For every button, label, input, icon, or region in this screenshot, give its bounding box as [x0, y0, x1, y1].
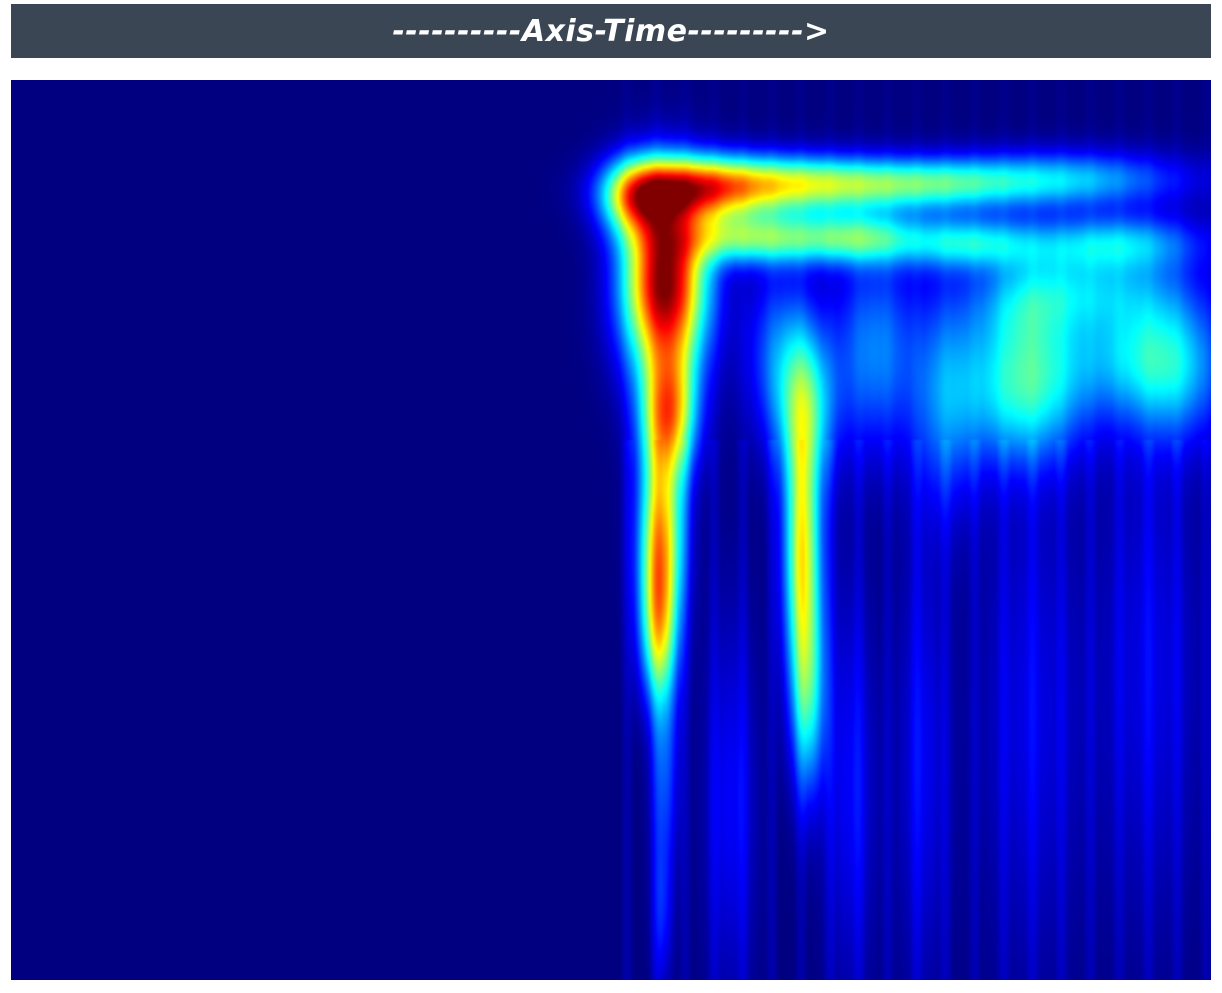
scalogram-plot-area [11, 80, 1211, 980]
chart-title: ----------Axis-Time---------> [392, 13, 830, 49]
scalogram-heatmap [11, 80, 1211, 980]
chart-title-bar: ----------Axis-Time---------> [11, 4, 1211, 58]
